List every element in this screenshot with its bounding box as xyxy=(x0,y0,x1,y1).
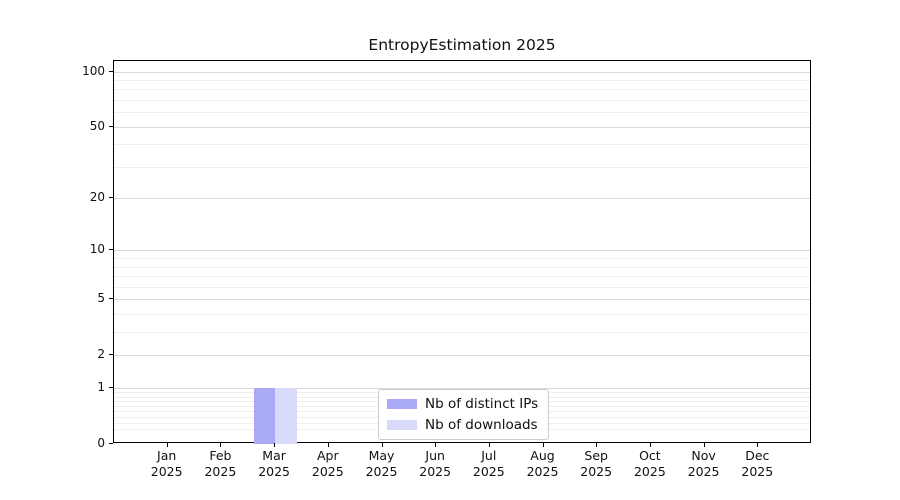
y-tick-label: 50 xyxy=(89,118,105,133)
x-tick-mark xyxy=(596,443,598,447)
gridline-minor xyxy=(114,79,810,81)
y-tick-label: 5 xyxy=(97,291,105,306)
y-tick-label: 2 xyxy=(97,347,105,362)
x-tick-label: Jul 2025 xyxy=(472,448,505,479)
x-tick-label: May 2025 xyxy=(365,448,398,479)
x-tick-label: Sep 2025 xyxy=(580,448,613,479)
gridline-minor xyxy=(114,99,810,101)
legend: Nb of distinct IPs Nb of downloads xyxy=(378,389,550,440)
y-tick-mark xyxy=(109,249,113,251)
y-tick-label: 10 xyxy=(89,242,105,257)
gridline-major xyxy=(114,299,810,301)
gridline-major xyxy=(114,250,810,252)
bar-nb-of-distinct-ips-mar-2025 xyxy=(253,388,276,444)
legend-label-downloads: Nb of downloads xyxy=(425,417,538,433)
x-tick-mark xyxy=(327,443,329,447)
x-tick-label: Jan 2025 xyxy=(150,448,183,479)
y-tick-mark xyxy=(109,298,113,300)
gridline-minor xyxy=(114,314,810,316)
plot-area xyxy=(113,60,811,444)
bar-nb-of-downloads-mar-2025 xyxy=(275,388,297,444)
gridline-minor xyxy=(114,112,810,114)
x-tick-mark xyxy=(274,443,276,447)
y-tick-mark xyxy=(109,197,113,199)
x-tick-label: Dec 2025 xyxy=(741,448,774,479)
gridline-major xyxy=(114,71,810,73)
x-tick-mark xyxy=(703,443,705,447)
gridline-minor xyxy=(114,258,810,260)
x-tick-label: Apr 2025 xyxy=(311,448,344,479)
x-tick-label: Jun 2025 xyxy=(419,448,452,479)
gridline-minor xyxy=(114,144,810,146)
x-tick-label: Feb 2025 xyxy=(204,448,237,479)
gridline-minor xyxy=(114,166,810,168)
x-tick-mark xyxy=(488,443,490,447)
x-tick-mark xyxy=(757,443,759,447)
legend-item-downloads: Nb of downloads xyxy=(387,417,538,433)
x-tick-label: Mar 2025 xyxy=(258,448,290,479)
y-tick-mark xyxy=(109,125,113,127)
y-tick-label: 0 xyxy=(97,436,105,450)
gridline-minor xyxy=(114,266,810,268)
x-tick-label: Aug 2025 xyxy=(526,448,559,479)
x-tick-mark xyxy=(542,443,544,447)
legend-swatch-distinct-ips xyxy=(387,399,417,409)
x-tick-mark xyxy=(381,443,383,447)
gridline-major xyxy=(114,388,810,390)
x-tick-mark xyxy=(166,443,168,447)
x-tick-label: Nov 2025 xyxy=(687,448,720,479)
gridline-major xyxy=(114,198,810,200)
legend-swatch-downloads xyxy=(387,420,417,430)
y-tick-mark xyxy=(109,387,113,389)
x-tick-mark xyxy=(649,443,651,447)
y-tick-mark xyxy=(109,443,113,444)
legend-item-distinct-ips: Nb of distinct IPs xyxy=(387,396,538,412)
gridline-major xyxy=(114,355,810,357)
y-tick-label: 1 xyxy=(97,380,105,395)
legend-label-distinct-ips: Nb of distinct IPs xyxy=(425,396,539,412)
y-tick-label: 100 xyxy=(82,63,105,78)
x-tick-mark xyxy=(435,443,437,447)
x-tick-mark xyxy=(220,443,222,447)
gridline-minor xyxy=(114,332,810,334)
gridline-minor xyxy=(114,276,810,278)
y-tick-mark xyxy=(109,354,113,356)
y-tick-mark xyxy=(109,70,113,72)
gridline-major xyxy=(114,126,810,128)
y-tick-label: 20 xyxy=(89,190,105,205)
chart-title: EntropyEstimation 2025 xyxy=(368,36,556,54)
gridline-minor xyxy=(114,89,810,91)
x-tick-label: Oct 2025 xyxy=(633,448,666,479)
gridline-minor xyxy=(114,286,810,288)
